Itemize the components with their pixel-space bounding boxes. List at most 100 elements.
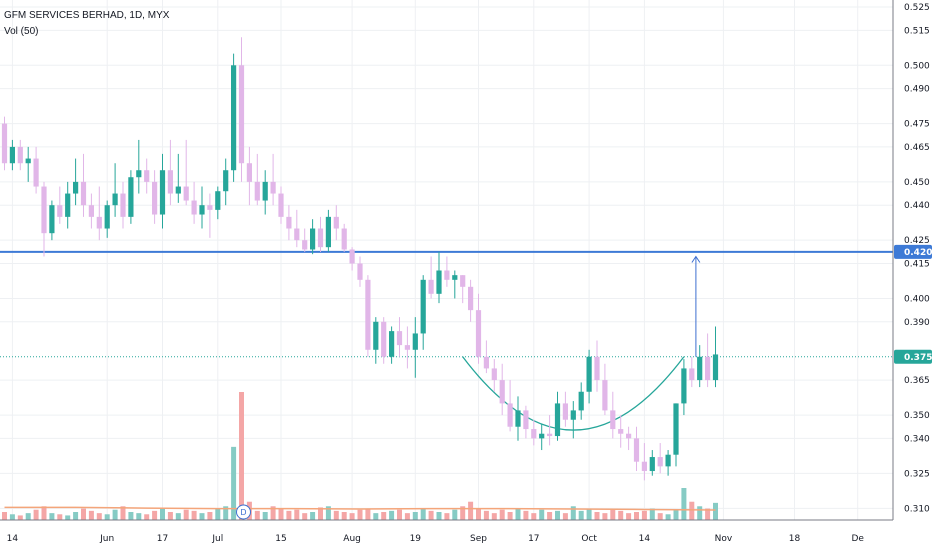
time-tick-label: 19: [410, 534, 422, 544]
candle-body: [602, 380, 608, 411]
time-tick-label: Aug: [343, 534, 361, 544]
volume-bar: [365, 508, 371, 520]
candle-body: [1, 123, 8, 164]
volume-bar: [713, 502, 718, 520]
candle-body: [80, 181, 87, 206]
price-tick-label: 0.400: [904, 294, 930, 304]
price-axis: 0.310 0.325 0.340 0.350 0.365 0.390 0.400 0.415…: [894, 3, 932, 514]
candle-body: [215, 191, 221, 210]
volume-bar: [412, 512, 418, 520]
candle-body: [594, 356, 600, 381]
volume-bar: [507, 512, 513, 520]
candle-body: [302, 240, 308, 250]
volume-bar: [191, 510, 197, 520]
volume-bar: [381, 512, 387, 520]
candle-body: [254, 181, 260, 201]
candle-body: [554, 403, 561, 437]
volume-bar: [239, 392, 244, 520]
volume-bar: [452, 509, 458, 520]
candle-body: [120, 193, 126, 217]
time-tick-label: De: [851, 534, 864, 544]
volume-bar: [278, 508, 284, 520]
candle-body: [175, 186, 181, 194]
candle-body: [523, 410, 529, 430]
candle-body: [341, 228, 347, 250]
candle-body: [444, 270, 450, 280]
time-tick-label: 15: [275, 534, 286, 544]
candle-body: [547, 433, 553, 437]
volume-bar: [436, 512, 442, 520]
volume-bar: [207, 512, 213, 520]
candle-body: [41, 186, 47, 234]
candle-body: [152, 181, 158, 215]
price-tick-label: 0.440: [904, 201, 930, 211]
volume-bar: [49, 513, 55, 520]
volume-bar: [428, 510, 434, 520]
volume-bar: [468, 501, 474, 520]
volume-bar: [547, 512, 553, 520]
volume-bar: [81, 508, 86, 520]
volume-bar: [286, 510, 292, 520]
volume-ma-line: [4, 506, 716, 511]
candle-body: [578, 391, 584, 411]
candle-body: [33, 158, 39, 187]
candle-body: [128, 177, 134, 217]
price-tick-label: 0.365: [904, 376, 930, 386]
candle-body: [626, 433, 632, 439]
volume-bar: [128, 512, 134, 520]
volume-bar: [523, 510, 529, 520]
volume-bar: [531, 513, 537, 520]
candle-body: [539, 433, 545, 439]
candle-body: [88, 205, 94, 217]
candle-body: [270, 181, 276, 194]
volume-bar: [555, 510, 560, 520]
candle-body: [357, 263, 363, 280]
candle-body: [9, 146, 15, 164]
time-tick-label: 14: [639, 534, 651, 544]
dividend-marker-label: D: [240, 508, 246, 517]
volume-bar: [183, 509, 189, 520]
price-tick-label: 0.515: [904, 26, 930, 36]
volume-bar: [483, 510, 489, 520]
volume-bar: [539, 509, 545, 520]
candle-body: [697, 356, 703, 381]
time-tick-label: 14: [7, 534, 19, 544]
volume-bar: [562, 513, 568, 520]
price-tick-label: 0.450: [904, 178, 930, 188]
price-tick-label: 0.390: [904, 318, 930, 328]
candle-body: [712, 354, 719, 381]
candle-body: [325, 216, 331, 248]
candle-body: [112, 193, 118, 206]
volume-bar: [104, 514, 110, 520]
time-tick-label: 17: [528, 534, 539, 544]
volume-bar: [17, 515, 23, 520]
volume-bar: [649, 508, 655, 520]
price-tick-label: 0.425: [904, 236, 930, 246]
volume-bar: [665, 514, 671, 520]
volume-bar: [389, 510, 395, 520]
candle-body: [420, 279, 426, 334]
volume-bar: [270, 506, 276, 520]
candle-body: [491, 368, 497, 381]
volume-bar: [302, 513, 308, 520]
volume-bar: [96, 513, 102, 520]
volume-bar: [397, 509, 402, 520]
candle-body: [428, 279, 434, 294]
candle-body: [396, 331, 403, 346]
candle-body: [381, 321, 387, 357]
candle-body: [665, 454, 671, 467]
volume-bar: [310, 512, 316, 520]
volume-bar: [333, 510, 339, 520]
candle-body: [65, 193, 71, 217]
volume-bar: [586, 508, 592, 520]
volume-bar: [341, 512, 347, 520]
candle-body: [183, 186, 189, 201]
candle-body: [452, 275, 458, 280]
candle-body: [365, 279, 371, 350]
candle-body: [136, 170, 142, 178]
candle-body: [586, 356, 592, 392]
candle-body: [681, 368, 687, 404]
price-tick-label: 0.350: [904, 411, 930, 421]
